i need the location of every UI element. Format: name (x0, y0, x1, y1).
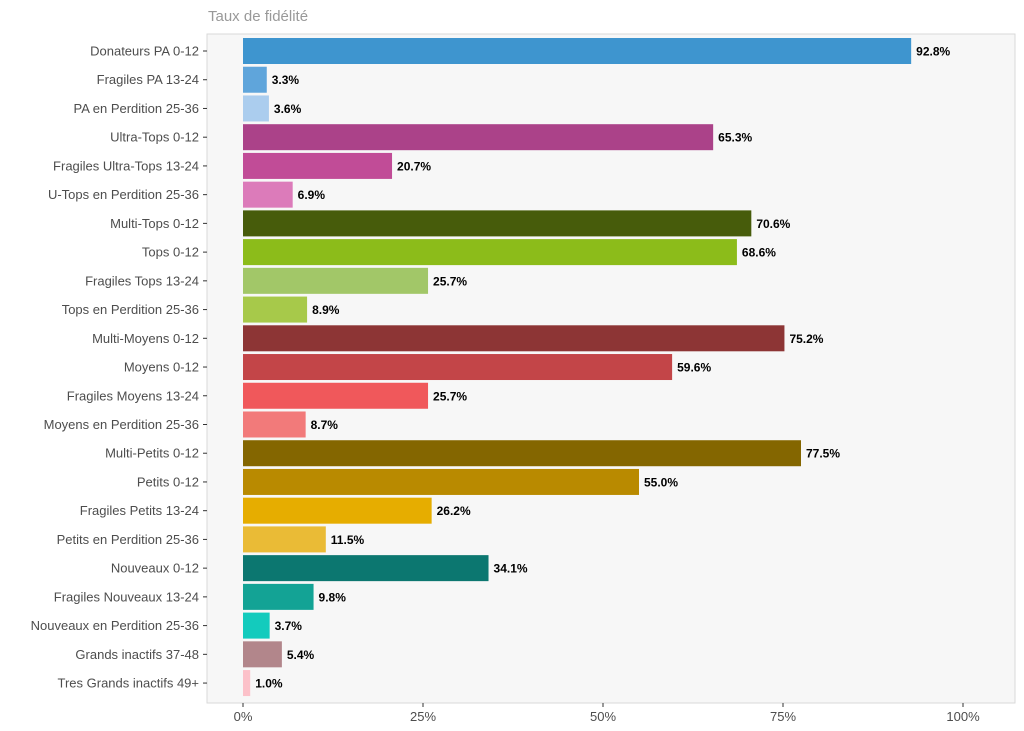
x-tick-label: 0% (234, 709, 253, 724)
y-tick-label: PA en Perdition 25-36 (73, 101, 199, 116)
y-tick-label: Tops 0-12 (142, 245, 199, 260)
bar (243, 583, 314, 610)
y-tick-label: Fragiles Nouveaux 13-24 (54, 589, 199, 604)
bar (243, 267, 429, 294)
bar (243, 325, 785, 352)
y-tick-label: Tops en Perdition 25-36 (62, 302, 199, 317)
data-label: 92.8% (916, 45, 950, 59)
bar (243, 382, 429, 409)
y-tick-label: Fragiles Ultra-Tops 13-24 (53, 158, 199, 173)
y-tick-label: U-Tops en Perdition 25-36 (48, 187, 199, 202)
data-label: 55.0% (644, 475, 678, 489)
y-tick-label: Multi-Petits 0-12 (105, 446, 199, 461)
data-label: 5.4% (287, 648, 315, 662)
data-label: 70.6% (756, 217, 790, 231)
bar (243, 296, 308, 323)
bar (243, 468, 639, 495)
x-tick-label: 75% (770, 709, 796, 724)
data-label: 75.2% (789, 332, 823, 346)
y-tick-label: Petits 0-12 (137, 474, 199, 489)
y-tick-label: Grands inactifs 37-48 (75, 647, 199, 662)
bar (243, 612, 270, 639)
x-tick-label: 100% (946, 709, 980, 724)
x-tick-label: 50% (590, 709, 616, 724)
y-tick-label: Fragiles PA 13-24 (97, 72, 199, 87)
data-label: 59.6% (677, 361, 711, 375)
data-label: 9.8% (319, 590, 347, 604)
bar (243, 95, 269, 122)
bar (243, 38, 912, 64)
data-label: 65.3% (718, 131, 752, 145)
y-tick-label: Moyens en Perdition 25-36 (44, 417, 199, 432)
bar (243, 181, 293, 208)
y-tick-label: Nouveaux 0-12 (111, 561, 199, 576)
y-tick-label: Fragiles Tops 13-24 (85, 273, 199, 288)
y-tick-label: Nouveaux en Perdition 25-36 (31, 618, 199, 633)
y-tick-label: Multi-Tops 0-12 (110, 216, 199, 231)
data-label: 20.7% (397, 159, 431, 173)
y-tick-label: Fragiles Petits 13-24 (80, 503, 199, 518)
bar (243, 555, 489, 582)
y-tick-label: Multi-Moyens 0-12 (92, 331, 199, 346)
data-label: 34.1% (494, 562, 528, 576)
data-label: 8.7% (311, 418, 339, 432)
data-label: 25.7% (433, 389, 467, 403)
data-label: 3.7% (275, 619, 303, 633)
data-label: 3.6% (274, 102, 302, 116)
y-tick-label: Moyens 0-12 (124, 360, 199, 375)
bar (243, 670, 251, 697)
bar (243, 411, 306, 438)
y-tick-label: Tres Grands inactifs 49+ (58, 676, 200, 691)
data-label: 68.6% (742, 246, 776, 260)
bar (243, 497, 432, 524)
y-tick-label: Ultra-Tops 0-12 (110, 130, 199, 145)
data-label: 3.3% (272, 73, 300, 87)
data-label: 77.5% (806, 447, 840, 461)
bar (243, 526, 326, 553)
bar (243, 440, 801, 467)
bar (243, 641, 282, 668)
y-tick-label: Petits en Perdition 25-36 (57, 532, 199, 547)
bar (243, 124, 714, 151)
data-label: 6.9% (298, 188, 326, 202)
data-label: 26.2% (437, 504, 471, 518)
y-tick-label: Donateurs PA 0-12 (90, 44, 199, 59)
data-label: 11.5% (331, 533, 365, 547)
data-label: 25.7% (433, 274, 467, 288)
y-tick-label: Fragiles Moyens 13-24 (67, 388, 199, 403)
chart-title: Taux de fidélité (208, 8, 308, 25)
bar (243, 354, 673, 381)
bar (243, 210, 752, 237)
bar (243, 152, 393, 179)
data-label: 8.9% (312, 303, 340, 317)
bar (243, 66, 267, 93)
bar (243, 239, 737, 266)
data-label: 1.0% (255, 677, 283, 691)
x-tick-label: 25% (410, 709, 436, 724)
